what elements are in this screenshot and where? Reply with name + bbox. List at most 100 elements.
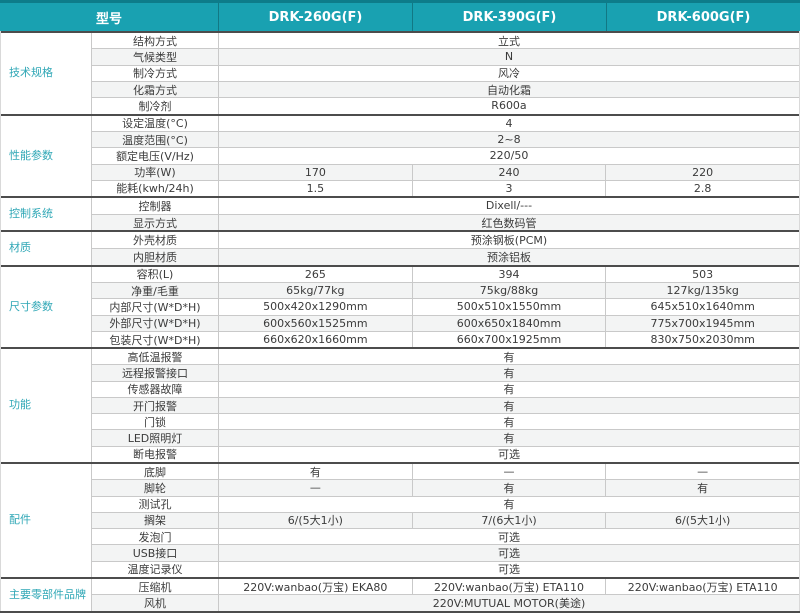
- category-label: 技术规格: [1, 33, 91, 114]
- spec-row: 功率(W) 170 240 220: [92, 163, 799, 180]
- spec-row: 化霜方式 自动化霜: [92, 80, 799, 98]
- value-cell: 1.5: [306, 181, 325, 195]
- param-label: 内胆材质: [92, 249, 219, 265]
- spec-row: 额定电压(V/Hz) 220/50: [92, 147, 799, 164]
- value-cell: 立式: [498, 34, 520, 48]
- value-cells: 500x420x1290mm 500x510x1550mm 645x510x1640…: [219, 299, 799, 315]
- spec-row: LED照明灯 有: [92, 429, 799, 446]
- spec-row: 温度范围(°C) 2~8: [92, 130, 799, 148]
- section: 功能 高低温报警有远程报警接口有传感器故障有开门报警有门锁有 LED照明灯有断电报警…: [1, 347, 799, 462]
- value-cell: 394: [411, 266, 606, 282]
- spec-row: 门锁 有: [92, 413, 799, 430]
- section: 材质 外壳材质 预涂钢板(PCM) 内胆材质 预涂铝板: [1, 230, 799, 265]
- param-label: 内部尺寸(W*D*H): [92, 299, 219, 315]
- value-cell: 2.8: [605, 180, 799, 197]
- value-cells: 可选: [219, 447, 799, 462]
- value-cells: 有: [219, 398, 799, 413]
- spec-row: USB接口 可选: [92, 544, 799, 561]
- value-cell: 有: [605, 480, 799, 496]
- category-label: 控制系统: [1, 198, 91, 231]
- param-label: 制冷剂: [92, 98, 219, 114]
- value-cell: 220V:wanbao(万宝) ETA110: [605, 578, 799, 595]
- value-cell: Dixell/---: [485, 199, 533, 213]
- value-cell: 503: [605, 266, 799, 282]
- value-cell: 600x560x1525mm: [263, 316, 368, 330]
- spec-row: 搁架 6/(5大1小) 7/(6大1小) 6/(5大1小): [92, 511, 799, 528]
- value-cell: 170: [304, 165, 326, 179]
- param-label: 远程报警接口: [92, 365, 219, 381]
- param-label: 温度范围(°C): [92, 131, 219, 148]
- section: 技术规格 结构方式 立式 气候类型 N 制冷方式 风冷 化霜方式 自动化霜 制冷剂 R600a: [1, 31, 799, 114]
- value-cells: 可选: [219, 529, 799, 544]
- section: 配件 底脚有 — — 脚轮 — 有有测试孔有搁架 6/(5大1小) 7/(6大1小) 6/(5大1…: [1, 462, 799, 577]
- model-header: DRK-600G(F): [606, 3, 800, 31]
- value-cell: 265: [304, 267, 326, 281]
- param-label: 外部尺寸(W*D*H): [92, 315, 219, 331]
- section-rows: 压缩机 220V:wanbao(万宝) EKA80 220V:wanbao(万宝) …: [91, 578, 799, 612]
- value-cells: 风冷: [219, 66, 799, 81]
- value-cell: 775x700x1945mm: [605, 315, 799, 331]
- value-cells: 红色数码管: [219, 215, 799, 231]
- section-rows: 高低温报警有远程报警接口有传感器故障有开门报警有门锁有 LED照明灯有断电报警 可选: [91, 349, 799, 462]
- model-column-header: 型号: [95, 11, 122, 27]
- spec-row: 制冷方式 风冷: [92, 64, 799, 81]
- table-body: 技术规格 结构方式 立式 气候类型 N 制冷方式 风冷 化霜方式 自动化霜 制冷剂 R600a 性能参…: [0, 31, 800, 612]
- spec-row: 外部尺寸(W*D*H) 600x560x1525mm 600x650x1840mm 7…: [92, 314, 799, 331]
- param-label: 脚轮: [92, 480, 219, 496]
- param-label: 额定电压(V/Hz): [92, 148, 219, 164]
- value-cells: R600a: [219, 98, 799, 113]
- value-cell: 660x620x1660mm: [263, 333, 368, 347]
- spec-row: 容积(L) 265 394 503: [92, 266, 799, 282]
- value-cell: 500x420x1290mm: [263, 300, 368, 314]
- value-cell: 645x510x1640mm: [605, 299, 799, 315]
- param-label: 包装尺寸(W*D*H): [92, 331, 219, 348]
- value-cell: 红色数码管: [481, 216, 537, 230]
- section: 主要零部件品牌 压缩机 220V:wanbao(万宝) EKA80 220V:wanb…: [1, 576, 799, 612]
- value-cells: 有: [219, 382, 799, 397]
- spec-row: 能耗(kwh/24h) 1.5 3 2.8: [92, 179, 799, 197]
- value-cells: 有: [219, 497, 799, 512]
- value-cell: 风冷: [498, 67, 520, 81]
- value-cells: 4: [219, 116, 799, 131]
- param-label: 显示方式: [92, 214, 219, 231]
- param-label: 搁架: [92, 512, 219, 528]
- category-label: 尺寸参数: [1, 266, 91, 348]
- value-cell: 可选: [498, 530, 520, 544]
- value-cells: 65kg/77kg 75kg/88kg 127kg/135kg: [219, 282, 799, 299]
- param-label: 设定温度(°C): [92, 115, 219, 131]
- value-cell: 600x650x1840mm: [411, 315, 606, 331]
- value-cell: 有: [309, 465, 321, 479]
- param-label: 功率(W): [92, 164, 219, 180]
- value-cell: 2~8: [497, 133, 521, 147]
- value-cell: 127kg/135kg: [605, 282, 799, 299]
- spec-row: 开门报警 有: [92, 396, 799, 414]
- value-cell: 有: [503, 367, 515, 381]
- value-cell: 220V:wanbao(万宝) EKA80: [243, 580, 388, 594]
- value-cells: 1.5 3 2.8: [219, 180, 799, 197]
- value-cells: 有: [219, 430, 799, 445]
- model-header: DRK-390G(F): [412, 3, 606, 31]
- section-rows: 结构方式 立式 气候类型 N 制冷方式 风冷 化霜方式 自动化霜 制冷剂 R600a: [91, 33, 799, 114]
- section: 尺寸参数 容积(L) 265 394 503 净重/毛重 65kg/77kg 75kg/88k…: [1, 264, 799, 348]
- model-header: DRK-260G(F): [218, 3, 412, 31]
- param-label: 开门报警: [92, 397, 219, 414]
- value-cell: 有: [503, 350, 515, 364]
- param-label: 高低温报警: [92, 349, 219, 365]
- spec-row: 高低温报警 有: [92, 349, 799, 365]
- value-cells: 立式: [219, 33, 799, 48]
- table-header: 型号 DRK-260G(F) DRK-390G(F) DRK-600G(F): [0, 3, 800, 31]
- param-label: 控制器: [92, 198, 219, 214]
- param-label: 能耗(kwh/24h): [92, 180, 219, 197]
- value-cells: — 有有: [219, 480, 799, 496]
- param-label: 化霜方式: [92, 81, 219, 98]
- value-cell: N: [504, 50, 514, 64]
- value-cells: 可选: [219, 545, 799, 560]
- value-cells: 可选: [219, 562, 799, 577]
- value-cell: 预涂铝板: [487, 250, 531, 264]
- spec-row: 传感器故障 有: [92, 380, 799, 397]
- category-label: 主要零部件品牌: [1, 578, 91, 612]
- value-cells: 265 394 503: [219, 266, 799, 282]
- value-cell: 可选: [498, 546, 520, 560]
- value-cells: 6/(5大1小) 7/(6大1小) 6/(5大1小): [219, 512, 799, 528]
- param-label: LED照明灯: [92, 430, 219, 446]
